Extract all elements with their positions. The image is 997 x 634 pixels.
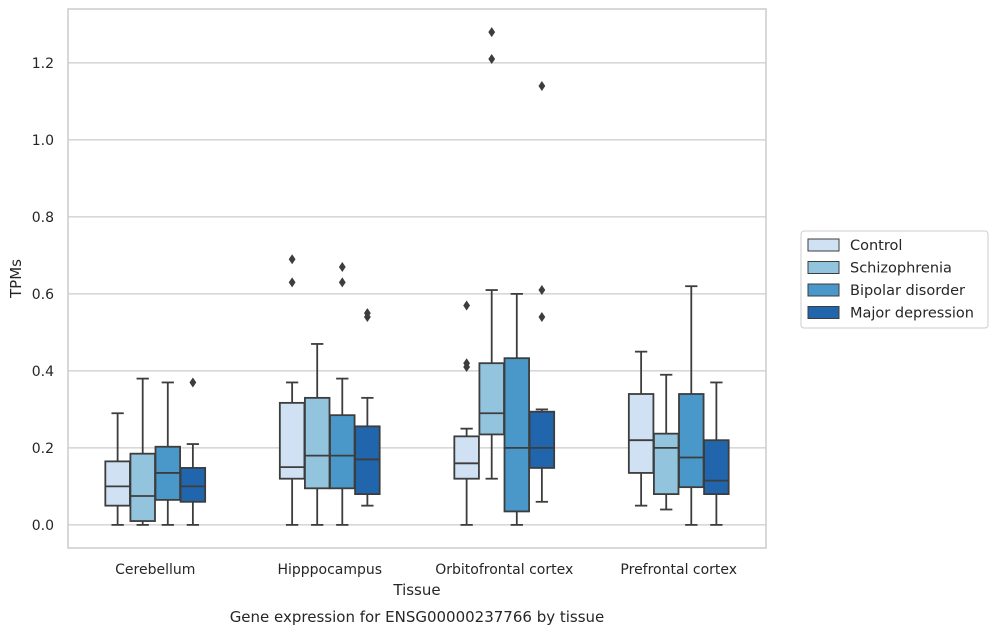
legend-label: Control [850,238,902,254]
y-tick-label: 1.2 [32,56,54,72]
box-group [354,308,381,507]
legend-swatch [807,238,840,252]
outlier-point [363,308,371,319]
outlier-point [538,81,546,91]
box-group [329,261,356,526]
x-tick-label: Hipppocampus [277,562,382,578]
box-iqr [503,357,530,513]
box-iqr [104,460,131,507]
box-group [129,377,156,526]
legend: Control Schizophrenia Bipolar disorder Majo… [800,230,989,329]
box-iqr [304,396,331,490]
box-group [179,377,207,526]
box-iqr [528,410,556,469]
box-group [104,412,131,526]
x-axis-ticks: Cerebellum Hipppocampus Orbitofrontal cort… [115,562,737,578]
box-iqr [329,414,356,490]
boxes [104,27,730,526]
box-group [154,381,181,526]
box-group [528,81,556,503]
legend-swatch [807,261,840,274]
legend-frame [800,230,989,329]
outlier-point [538,285,546,296]
outlier-point [288,277,296,288]
outlier-point [288,254,296,265]
box-group [503,292,530,526]
outlier-point [338,277,346,288]
figure-caption: Gene expression for ENSG00000237766 by t… [230,608,605,626]
box-group [278,254,306,526]
legend-label: Schizophrenia [850,261,952,277]
box-group [703,381,730,526]
legend-swatch [807,306,840,319]
y-axis-ticks: 0.0 0.2 0.4 0.6 0.8 1.0 1.2 [32,56,54,534]
outlier-point [488,54,496,65]
box-iqr [278,401,306,480]
box-group [453,300,480,526]
y-tick-label: 0.0 [32,518,54,534]
box-iqr [703,439,730,496]
box-iqr [453,435,480,480]
x-tick-label: Prefrontal cortex [620,562,737,578]
outlier-point [488,27,496,38]
box-iqr [478,362,505,436]
box-iqr [129,452,156,522]
outlier-point [463,358,471,369]
outlier-point [189,377,197,388]
y-axis-label: TPMs [7,259,25,299]
box-iqr [653,432,680,495]
box-group [627,350,655,507]
gridlines [68,62,766,526]
box-group [678,285,705,526]
legend-label: Major depression [850,306,974,322]
box-iqr [179,467,207,503]
legend-swatch [807,283,840,297]
y-tick-label: 0.8 [32,210,54,226]
y-tick-label: 0.6 [32,287,54,303]
x-axis-label: Tissue [392,581,440,599]
box-iqr [627,393,655,474]
y-tick-label: 0.2 [32,441,54,457]
outlier-point [538,312,546,322]
y-tick-label: 1.0 [32,133,54,149]
outlier-point [338,261,346,272]
legend-label: Bipolar disorder [850,283,965,299]
box-iqr [678,393,705,489]
box-group [653,373,680,511]
plot-area-frame [67,8,767,549]
x-tick-label: Cerebellum [115,562,195,578]
outlier-point [463,300,471,311]
box-group [478,27,505,480]
box-group [304,343,331,526]
x-tick-label: Orbitofrontal cortex [435,562,573,578]
y-tick-label: 0.4 [32,364,54,380]
